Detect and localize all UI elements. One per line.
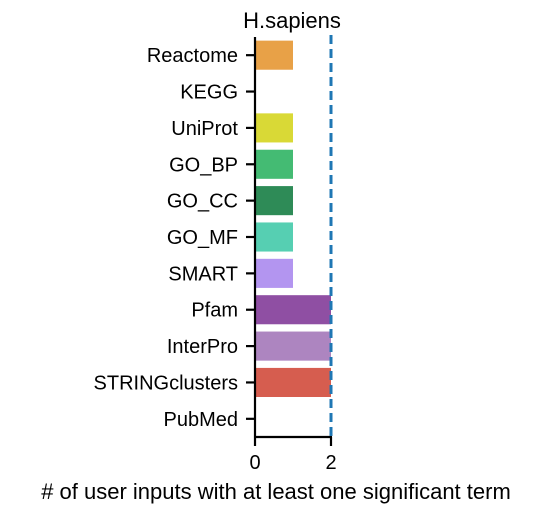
bar-pfam [255,295,331,325]
y-tick-label: GO_MF [167,227,238,249]
bars-group [255,40,331,397]
bar-go-mf [255,222,293,252]
x-tick-label: 0 [249,452,260,474]
y-tick-label: InterPro [167,336,238,358]
y-tick-label: UniProt [171,118,238,140]
bar-stringclusters [255,367,331,397]
y-tick-label: KEGG [180,82,238,104]
y-tick-label: GO_BP [169,154,238,176]
y-tick-label: STRINGclusters [94,372,238,394]
bar-go-bp [255,149,293,179]
bar-go-cc [255,186,293,216]
y-tick-label: PubMed [164,409,239,431]
y-tick-group: Reactome KEGG UniProt GO_BP GO_CC GO_MF SMART P… [94,45,255,431]
bar-uniprot [255,113,293,143]
y-tick-label: SMART [168,263,238,285]
y-tick-label: Reactome [147,45,238,67]
bar-reactome [255,40,293,70]
x-axis-label: # of user inputs with at least one signi… [41,479,511,504]
bar-smart [255,258,293,288]
bar-interpro [255,331,331,361]
x-tick-label: 2 [325,452,336,474]
y-tick-label: Pfam [191,300,238,322]
chart-title: H.sapiens [243,8,341,33]
y-tick-label: GO_CC [167,191,238,213]
